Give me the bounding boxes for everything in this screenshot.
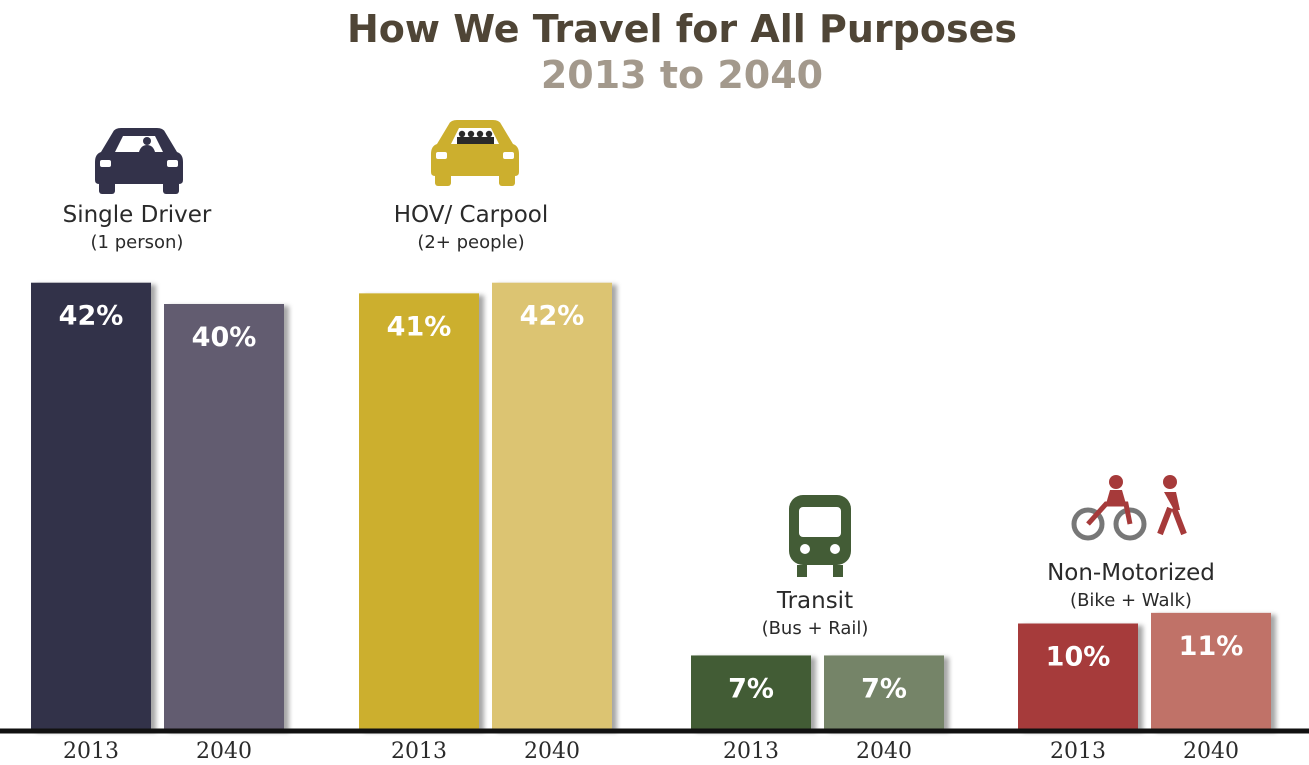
tick-label-transit-2040: 2040 (856, 739, 912, 764)
bike-walk-icon (1071, 475, 1187, 541)
tick-label-carpool-2040: 2040 (524, 739, 580, 764)
value-label-carpool-2013: 41% (387, 311, 452, 342)
value-label-transit-2040: 7% (861, 673, 907, 704)
chart-subtitle: 2013 to 2040 (541, 53, 823, 97)
bar-transit-2013 (691, 655, 811, 730)
value-label-transit-2013: 7% (728, 673, 774, 704)
value-label-carpool-2040: 42% (520, 301, 585, 332)
car-carpool-icon (431, 120, 519, 186)
bar-single-driver-2013 (31, 282, 151, 730)
bar-carpool-2040 (492, 282, 612, 730)
tick-label-carpool-2013: 2013 (391, 739, 447, 764)
tick-label-single-driver-2013: 2013 (63, 739, 119, 764)
group-label-single-driver: Single Driver (63, 202, 212, 228)
group-sublabel-transit: (Bus + Rail) (762, 618, 869, 639)
group-sublabel-carpool: (2+ people) (417, 232, 524, 253)
tick-label-single-driver-2040: 2040 (196, 739, 252, 764)
bar-single-driver-2040 (164, 304, 284, 730)
car-single-driver-icon (95, 128, 183, 194)
bars-layer: 42% 2013 40% 2040 41% 2013 42% 2040 7% 2013 7% 2040… (31, 282, 1271, 764)
value-label-non-motorized-2013: 10% (1046, 642, 1111, 673)
bar-transit-2040 (824, 655, 944, 730)
value-label-single-driver-2013: 42% (59, 301, 124, 332)
group-label-transit: Transit (776, 588, 853, 614)
group-sublabel-single-driver: (1 person) (91, 232, 184, 253)
train-icon (789, 495, 851, 577)
tick-label-transit-2013: 2013 (723, 739, 779, 764)
value-label-non-motorized-2040: 11% (1179, 631, 1244, 662)
chart-title: How We Travel for All Purposes (347, 7, 1017, 51)
group-label-carpool: HOV/ Carpool (394, 202, 549, 228)
group-sublabel-non-motorized: (Bike + Walk) (1070, 590, 1192, 611)
bar-carpool-2013 (359, 293, 479, 730)
bar-non-motorized-2040 (1151, 612, 1271, 730)
tick-label-non-motorized-2013: 2013 (1050, 739, 1106, 764)
group-label-non-motorized: Non-Motorized (1047, 560, 1215, 586)
tick-label-non-motorized-2040: 2040 (1183, 739, 1239, 764)
bar-non-motorized-2013 (1018, 623, 1138, 730)
value-label-single-driver-2040: 40% (192, 322, 257, 353)
